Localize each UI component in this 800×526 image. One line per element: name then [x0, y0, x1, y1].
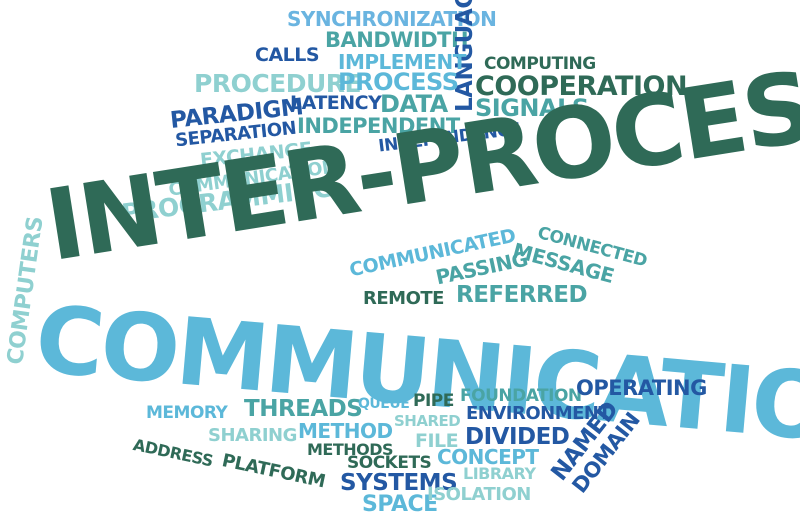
word-latency: LATENCY: [290, 92, 382, 114]
word-sharing: SHARING: [208, 425, 297, 446]
word-divided: DIVIDED: [465, 424, 570, 450]
word-procedure: PROCEDURE: [194, 69, 362, 98]
word-memory: MEMORY: [146, 403, 228, 423]
word-address: ADDRESS: [131, 435, 215, 471]
word-queue: QUEUE: [358, 396, 410, 412]
word-independent: INDEPENDENT: [297, 114, 460, 138]
word-sockets: SOCKETS: [347, 453, 432, 473]
word-space: SPACE: [362, 492, 438, 517]
word-environment: ENVIRONMENT: [466, 403, 611, 424]
word-isolation: ISOLATION: [427, 484, 531, 505]
word-method: METHOD: [298, 419, 393, 443]
word-calls: CALLS: [255, 44, 320, 66]
word-concept: CONCEPT: [437, 445, 539, 469]
word-remote: REMOTE: [363, 288, 444, 309]
word-cooperation: COOPERATION: [475, 71, 688, 102]
word-systems: SYSTEMS: [340, 470, 458, 496]
word-operating: OPERATING: [576, 376, 707, 400]
word-pipe: PIPE: [413, 391, 454, 411]
word-threads: THREADS: [244, 396, 363, 422]
word-shared: SHARED: [394, 412, 461, 430]
word-bandwidth: BANDWIDTH: [325, 28, 469, 52]
word-referred: REFERRED: [456, 282, 588, 308]
word-foundation: FOUNDATION: [460, 386, 582, 406]
word-data: DATA: [380, 90, 448, 118]
word-methods: METHODS: [307, 440, 394, 459]
word-library: LIBRARY: [463, 464, 536, 483]
word-computing: COMPUTING: [484, 54, 596, 74]
word-synchronization: SYNCHRONIZATION: [287, 7, 497, 31]
word-implement: IMPLEMENT: [338, 50, 466, 74]
word-signals: SIGNALS: [475, 94, 589, 122]
word-process: PROCESS: [338, 68, 459, 96]
word-file: FILE: [415, 430, 459, 452]
